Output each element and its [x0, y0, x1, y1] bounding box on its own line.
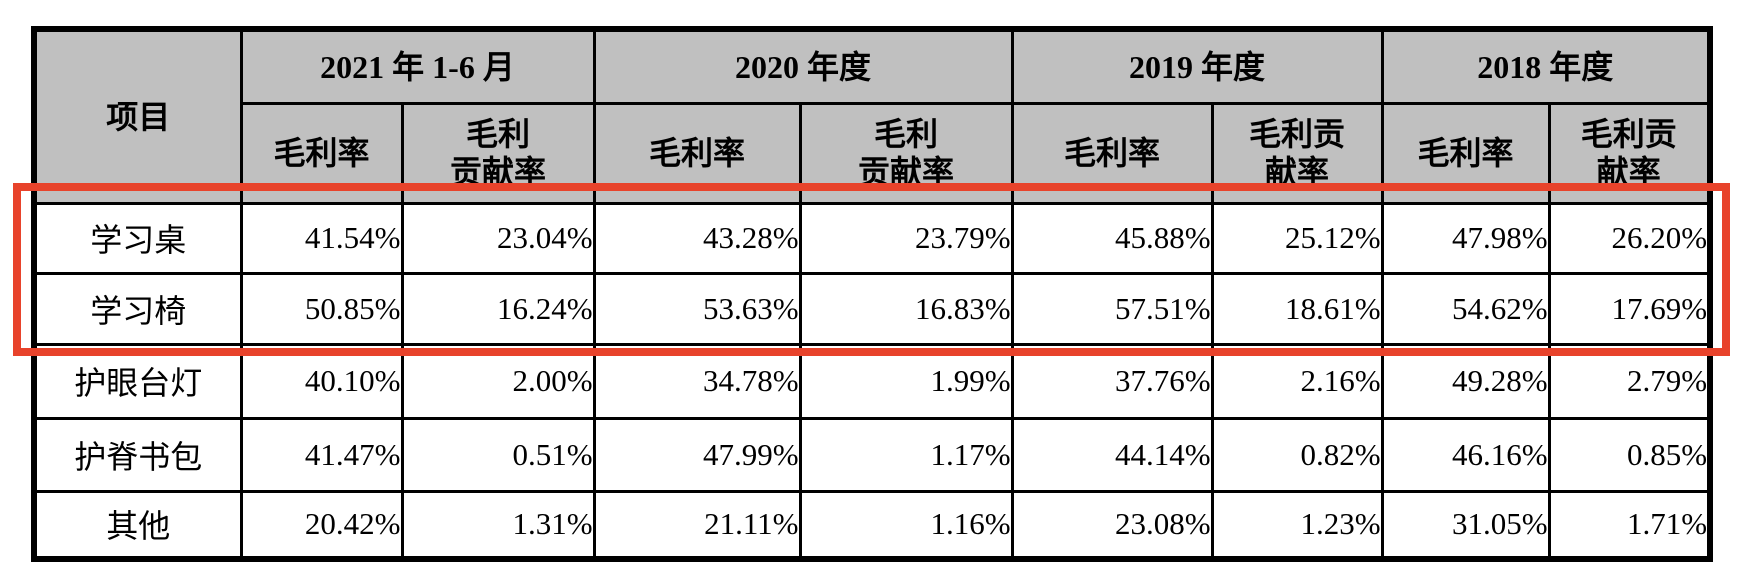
cell-value: 2.16% — [1210, 342, 1384, 420]
cell-value: 0.82% — [1210, 416, 1384, 493]
cell-value: 47.98% — [1380, 201, 1551, 275]
cell-value: 0.51% — [400, 416, 596, 493]
cell-value: 2.79% — [1547, 342, 1712, 420]
cell-value: 20.42% — [239, 489, 404, 561]
cell-value: 49.28% — [1380, 342, 1551, 420]
cell-value: 50.85% — [239, 271, 404, 346]
header-2020-gross-margin: 毛利率 — [592, 101, 802, 205]
cell-value: 25.12% — [1210, 201, 1384, 275]
table-row-eye-lamp: 护眼台灯 40.10% 2.00% 34.78% 1.99% 37.76% 2.… — [32, 342, 1712, 420]
cell-value: 1.99% — [798, 342, 1014, 420]
cell-value: 54.62% — [1380, 271, 1551, 346]
cell-value: 1.16% — [798, 489, 1014, 561]
header-year-2021h1: 2021 年 1-6 月 — [239, 27, 596, 105]
cell-value: 16.24% — [400, 271, 596, 346]
row-label: 其他 — [32, 489, 243, 561]
cell-value: 1.31% — [400, 489, 596, 561]
table-row-other: 其他 20.42% 1.31% 21.11% 1.16% 23.08% 1.23… — [32, 489, 1712, 561]
table-row-spine-backpack: 护脊书包 41.47% 0.51% 47.99% 1.17% 44.14% 0.… — [32, 416, 1712, 493]
cell-value: 47.99% — [592, 416, 802, 493]
header-2019-gross-margin: 毛利率 — [1010, 101, 1214, 205]
cell-value: 57.51% — [1010, 271, 1214, 346]
header-year-2020: 2020 年度 — [592, 27, 1014, 105]
header-2018-gross-margin: 毛利率 — [1380, 101, 1551, 205]
cell-value: 43.28% — [592, 201, 802, 275]
cell-value: 26.20% — [1547, 201, 1712, 275]
cell-value: 17.69% — [1547, 271, 1712, 346]
cell-value: 1.17% — [798, 416, 1014, 493]
header-2021-gross-margin: 毛利率 — [239, 101, 404, 205]
cell-value: 1.23% — [1210, 489, 1384, 561]
header-item-column: 项目 — [32, 27, 243, 205]
row-label: 学习桌 — [32, 201, 243, 275]
header-2018-contribution: 毛利贡 献率 — [1547, 101, 1712, 205]
header-year-2018: 2018 年度 — [1380, 27, 1712, 105]
header-2019-contribution: 毛利贡 献率 — [1210, 101, 1384, 205]
row-label: 护脊书包 — [32, 416, 243, 493]
cell-value: 41.47% — [239, 416, 404, 493]
cell-value: 18.61% — [1210, 271, 1384, 346]
row-label: 学习椅 — [32, 271, 243, 346]
table-row-study-chair: 学习椅 50.85% 16.24% 53.63% 16.83% 57.51% 1… — [32, 271, 1712, 346]
cell-value: 53.63% — [592, 271, 802, 346]
cell-value: 34.78% — [592, 342, 802, 420]
cell-value: 41.54% — [239, 201, 404, 275]
gross-margin-table: 项目 2021 年 1-6 月 2020 年度 2019 年度 2018 年度 … — [31, 26, 1714, 562]
cell-value: 46.16% — [1380, 416, 1551, 493]
row-label: 护眼台灯 — [32, 342, 243, 420]
cell-value: 31.05% — [1380, 489, 1551, 561]
cell-value: 23.08% — [1010, 489, 1214, 561]
cell-value: 1.71% — [1547, 489, 1712, 561]
header-2020-contribution: 毛利 贡献率 — [798, 101, 1014, 205]
header-2021-contribution: 毛利 贡献率 — [400, 101, 596, 205]
cell-value: 23.79% — [798, 201, 1014, 275]
cell-value: 23.04% — [400, 201, 596, 275]
cell-value: 21.11% — [592, 489, 802, 561]
cell-value: 44.14% — [1010, 416, 1214, 493]
cell-value: 2.00% — [400, 342, 596, 420]
cell-value: 0.85% — [1547, 416, 1712, 493]
cell-value: 16.83% — [798, 271, 1014, 346]
header-year-2019: 2019 年度 — [1010, 27, 1384, 105]
cell-value: 45.88% — [1010, 201, 1214, 275]
cell-value: 37.76% — [1010, 342, 1214, 420]
table-row-study-desk: 学习桌 41.54% 23.04% 43.28% 23.79% 45.88% 2… — [32, 201, 1712, 275]
cell-value: 40.10% — [239, 342, 404, 420]
